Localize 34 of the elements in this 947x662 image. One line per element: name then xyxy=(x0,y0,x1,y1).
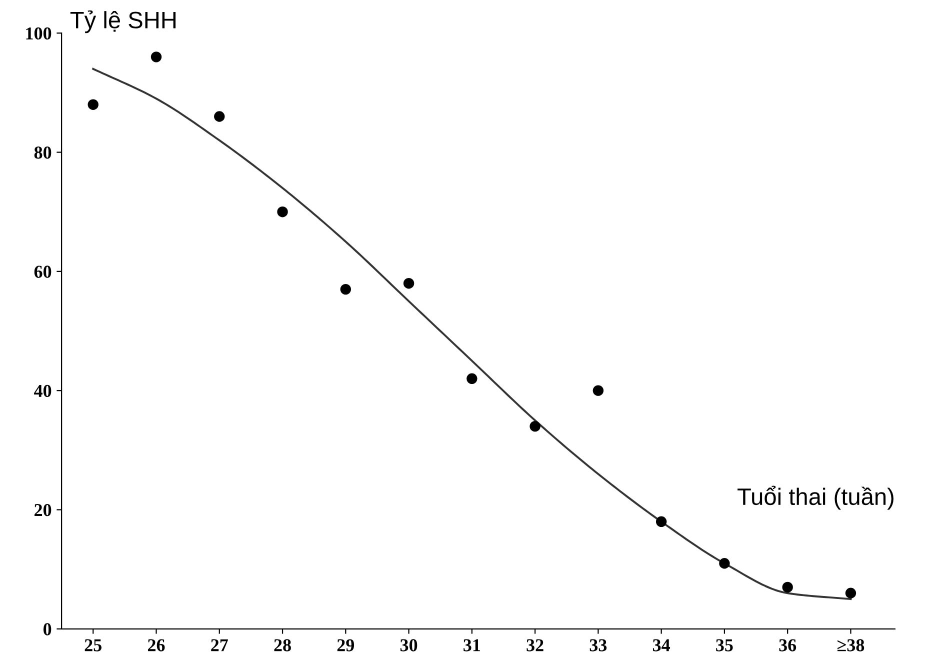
point xyxy=(150,52,162,62)
point xyxy=(214,111,225,122)
x-tick-label: ≥38 xyxy=(837,639,864,652)
point xyxy=(403,278,414,289)
x-tick-label: 26 xyxy=(148,639,165,652)
y-tick-label: 60 xyxy=(34,266,52,278)
point xyxy=(340,284,352,295)
x-tick-label: 31 xyxy=(464,639,480,652)
point xyxy=(782,582,793,593)
y-tick-label: 100 xyxy=(26,27,52,40)
point xyxy=(530,420,540,432)
x-tick-label: 33 xyxy=(590,639,607,652)
point xyxy=(466,373,478,384)
point xyxy=(719,558,730,569)
point xyxy=(88,99,98,110)
y-tick-label: 0 xyxy=(43,623,52,636)
x-tick-label: 30 xyxy=(400,639,418,652)
point xyxy=(592,385,604,396)
x-tick-label: 36 xyxy=(779,639,796,652)
point xyxy=(845,588,856,599)
x-tick-label: 32 xyxy=(526,639,544,652)
x-tick-label: 25 xyxy=(84,639,102,652)
x-tick-label: 29 xyxy=(337,639,354,652)
y-tick-label: 20 xyxy=(34,504,52,516)
x-tick-label: 27 xyxy=(211,639,228,652)
x-tick-label: 28 xyxy=(274,639,291,652)
point xyxy=(656,516,667,528)
point xyxy=(277,206,288,218)
x-axis-title: Tuổi thai (tuần) xyxy=(738,486,894,510)
x-tick-label: 34 xyxy=(652,639,670,652)
y-tick-label: 40 xyxy=(34,384,52,398)
y-tick-label: 80 xyxy=(34,146,52,159)
y-axis-title: Tỷ lệ SHH xyxy=(70,10,176,34)
x-tick-label: 35 xyxy=(716,639,733,652)
